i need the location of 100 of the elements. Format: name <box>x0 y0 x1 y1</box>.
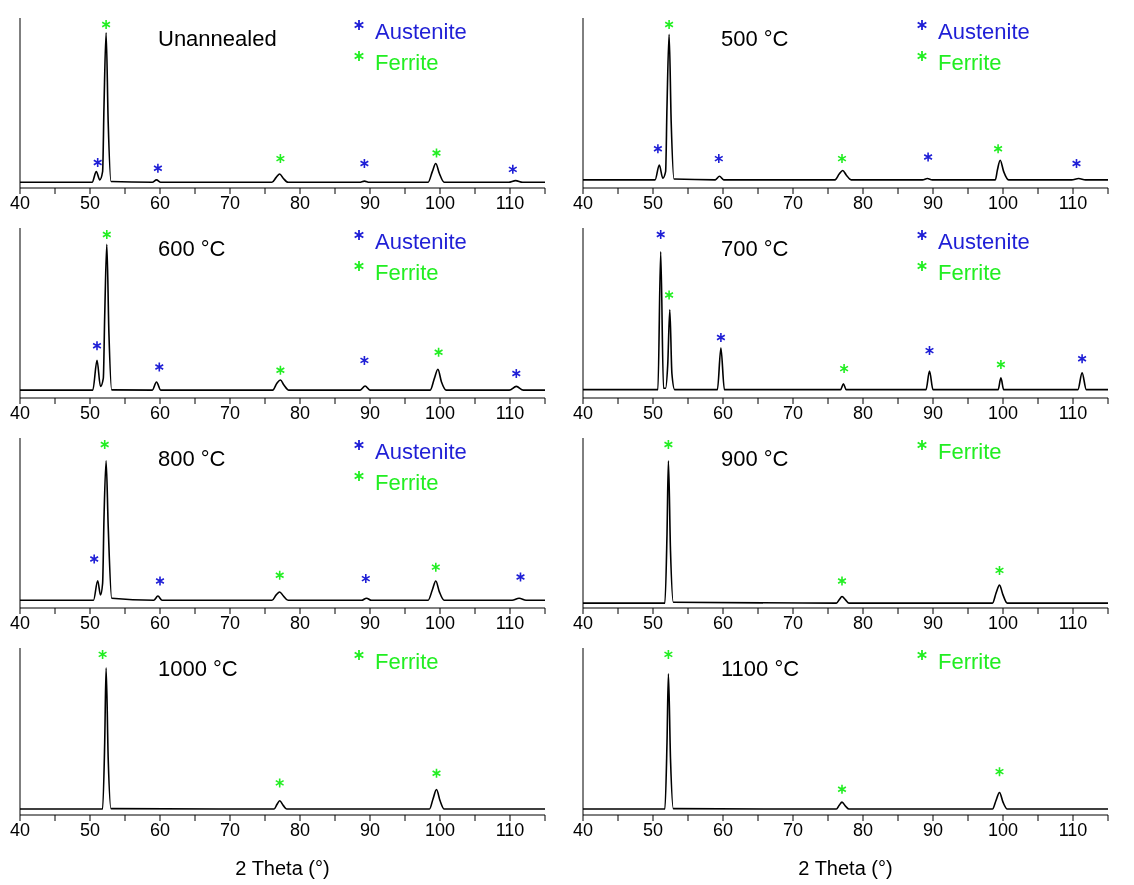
x-tick-label: 70 <box>782 402 804 423</box>
point <box>1077 353 1087 365</box>
chart-title: 800 °C <box>158 446 226 472</box>
chart-title: 1000 °C <box>158 656 238 682</box>
x-tick-label: 90 <box>359 192 381 213</box>
point <box>1071 158 1082 169</box>
point <box>155 575 165 587</box>
point <box>837 153 847 164</box>
x-tick-label: 50 <box>642 612 664 633</box>
x-tick-label: 100 <box>424 402 456 423</box>
point <box>101 19 111 30</box>
x-tick-label: 80 <box>852 192 874 213</box>
legend-label: Austenite <box>375 439 467 464</box>
x-tick-label: 50 <box>642 819 664 840</box>
x-tick-label: 40 <box>572 402 594 423</box>
point <box>275 570 285 581</box>
point <box>359 158 370 169</box>
x-tick-label: 110 <box>495 612 525 633</box>
legend-label: Ferrite <box>938 439 1002 464</box>
x-tick-label: 60 <box>712 192 734 213</box>
point <box>153 162 163 174</box>
legend-label: Ferrite <box>375 470 439 495</box>
point <box>431 147 442 159</box>
x-tick-label: 70 <box>782 612 804 633</box>
x-tick-label: 100 <box>987 192 1019 213</box>
point <box>275 364 286 376</box>
x-tick-label: 110 <box>495 192 525 213</box>
x-tick-label: 110 <box>495 819 525 840</box>
point <box>433 346 444 358</box>
x-tick-label: 60 <box>149 192 171 213</box>
x-tick-label: 90 <box>922 192 944 213</box>
x-tick-label: 80 <box>289 612 311 633</box>
x-tick-label: 80 <box>852 819 874 840</box>
x-tick-label: 110 <box>495 402 525 423</box>
x-tick-label: 40 <box>9 192 31 213</box>
x-tick-label: 40 <box>572 612 594 633</box>
x-tick-label: 110 <box>1058 612 1088 633</box>
point <box>361 573 371 584</box>
point <box>996 359 1006 370</box>
x-tick-label: 80 <box>852 402 874 423</box>
chart-title: Unannealed <box>158 26 277 52</box>
legend-label: Ferrite <box>375 50 439 75</box>
x-tick-label: 50 <box>79 402 101 423</box>
point <box>102 229 112 240</box>
x-tick-label: 100 <box>987 819 1019 840</box>
legend-label: Austenite <box>375 19 467 44</box>
legend-label: Ferrite <box>375 260 439 285</box>
x-tick-label: 100 <box>424 612 456 633</box>
x-tick-label: 40 <box>572 192 594 213</box>
x-axis-title: 2 Theta (°) <box>235 857 330 879</box>
x-tick-label: 50 <box>79 612 101 633</box>
point <box>923 151 933 163</box>
x-tick-label: 70 <box>219 612 241 633</box>
legend-label: Ferrite <box>375 649 439 674</box>
x-tick-label: 80 <box>289 402 311 423</box>
legend-label: Ferrite <box>938 649 1002 674</box>
legend-label: Ferrite <box>938 260 1002 285</box>
x-tick-label: 80 <box>852 612 874 633</box>
x-tick-label: 50 <box>79 819 101 840</box>
chart-title: 500 °C <box>721 26 789 52</box>
point <box>664 289 674 301</box>
point <box>511 368 521 379</box>
x-tick-label: 60 <box>712 612 734 633</box>
x-tick-label: 40 <box>9 819 31 840</box>
x-tick-label: 50 <box>79 192 101 213</box>
x-tick-label: 110 <box>1058 192 1088 213</box>
x-tick-label: 110 <box>1058 819 1088 840</box>
x-tick-label: 60 <box>149 402 171 423</box>
point <box>924 345 935 356</box>
point <box>664 19 674 30</box>
point <box>92 340 102 351</box>
point <box>359 355 370 366</box>
point <box>653 143 663 155</box>
x-tick-label: 80 <box>289 192 311 213</box>
chart-title: 900 °C <box>721 446 789 472</box>
x-tick-label: 110 <box>1058 402 1088 423</box>
point <box>716 332 726 343</box>
x-tick-label: 100 <box>424 192 456 213</box>
x-tick-label: 90 <box>922 819 944 840</box>
x-tick-label: 40 <box>9 612 31 633</box>
x-tick-label: 70 <box>219 402 241 423</box>
x-tick-label: 60 <box>149 612 171 633</box>
point <box>656 229 666 240</box>
x-tick-label: 60 <box>712 819 734 840</box>
x-tick-label: 80 <box>289 819 311 840</box>
x-tick-label: 70 <box>219 819 241 840</box>
x-tick-label: 40 <box>9 402 31 423</box>
x-tick-label: 60 <box>149 819 171 840</box>
x-tick-label: 70 <box>782 819 804 840</box>
legend-label: Austenite <box>938 19 1030 44</box>
x-tick-label: 100 <box>424 819 456 840</box>
x-tick-label: 100 <box>987 612 1019 633</box>
x-tick-label: 90 <box>922 402 944 423</box>
legend-label: Austenite <box>938 229 1030 254</box>
x-tick-label: 90 <box>359 819 381 840</box>
x-tick-label: 50 <box>642 402 664 423</box>
point <box>508 164 518 175</box>
x-tick-label: 60 <box>712 402 734 423</box>
x-tick-label: 90 <box>359 612 381 633</box>
point <box>275 153 286 164</box>
